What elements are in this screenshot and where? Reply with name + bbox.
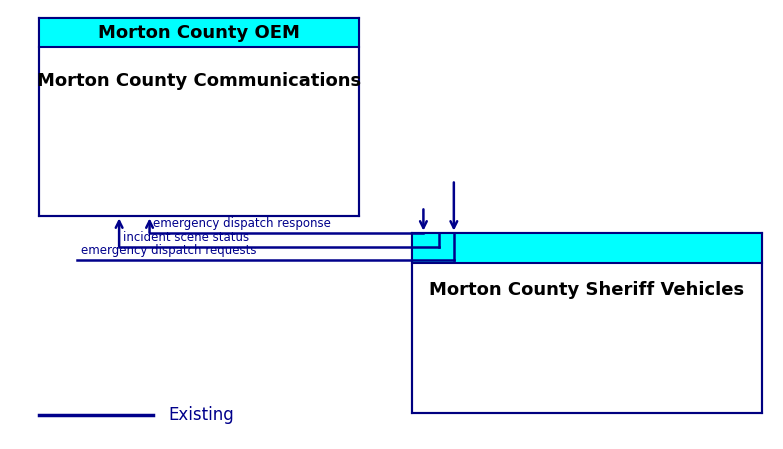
Bar <box>412 233 762 263</box>
Bar <box>39 18 359 216</box>
Text: Morton County Communications: Morton County Communications <box>37 72 361 90</box>
Text: emergency dispatch requests: emergency dispatch requests <box>81 244 257 257</box>
Text: Morton County Sheriff Vehicles: Morton County Sheriff Vehicles <box>429 281 745 299</box>
Text: incident scene status: incident scene status <box>123 231 249 244</box>
Bar <box>39 18 359 47</box>
Bar <box>412 233 762 413</box>
Text: emergency dispatch response: emergency dispatch response <box>153 217 331 230</box>
Text: Morton County OEM: Morton County OEM <box>98 23 300 42</box>
Text: Existing: Existing <box>168 406 234 424</box>
